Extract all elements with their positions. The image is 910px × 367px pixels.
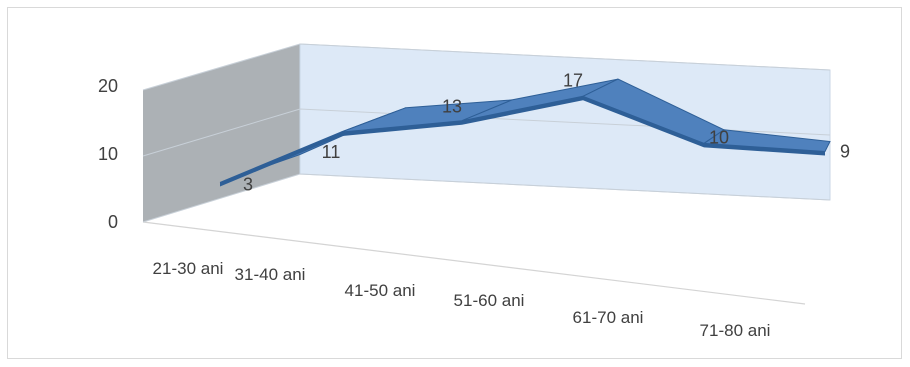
- data-label: 17: [563, 70, 583, 90]
- x-tick-label: 71-80 ani: [700, 321, 771, 340]
- x-tick-label: 41-50 ani: [345, 281, 416, 300]
- x-tick-label: 51-60 ani: [454, 291, 525, 310]
- y-tick-label: 10: [98, 144, 118, 164]
- ribbon-edge: [220, 132, 341, 187]
- gridline: [142, 173, 831, 223]
- data-ribbon: [219, 78, 831, 187]
- data-labels: 3 11 13 17 10 9: [243, 70, 850, 194]
- data-label: 11: [322, 142, 341, 162]
- y-axis-ticks: 0 10 20: [98, 76, 118, 232]
- x-tick-label: 21-30 ani: [153, 259, 224, 278]
- ribbon-edge: [462, 96, 583, 125]
- x-tick-label: 31-40 ani: [235, 265, 306, 284]
- y-tick-label: 0: [108, 212, 118, 232]
- data-label: 10: [709, 127, 729, 147]
- ribbon-edge: [341, 120, 462, 137]
- ribbon-edge: [704, 143, 825, 156]
- data-label: 3: [243, 175, 253, 195]
- data-label: 9: [840, 142, 850, 162]
- floor-edge: [142, 221, 806, 305]
- x-tick-label: 61-70 ani: [573, 308, 644, 327]
- data-label: 13: [442, 97, 462, 117]
- gridline: [142, 43, 831, 91]
- ribbon-edge: [583, 96, 704, 148]
- y-tick-label: 20: [98, 76, 118, 96]
- x-axis-ticks: 21-30 ani 31-40 ani 41-50 ani 51-60 ani 61-7…: [153, 259, 771, 340]
